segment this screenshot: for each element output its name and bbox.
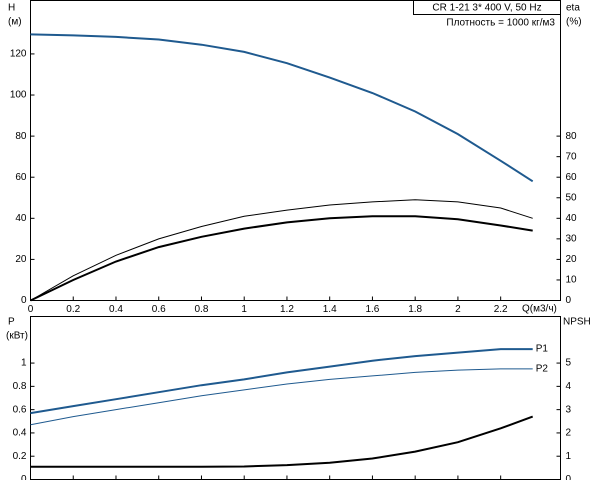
y2-unit: (%) <box>566 17 582 28</box>
series-label: P2 <box>536 364 549 375</box>
y-unit: (м) <box>8 17 22 28</box>
x-tick-label: 1.2 <box>280 304 294 315</box>
y-tick-label: 1 <box>21 358 27 369</box>
curve <box>30 415 534 468</box>
info-box <box>413 0 561 15</box>
y-tick-label: 0 <box>21 474 27 480</box>
y2-tick-label: 20 <box>566 254 578 265</box>
x-tick-label: 0.6 <box>152 304 166 315</box>
y2-tick-label: 0 <box>566 295 572 306</box>
y2-tick-label: 5 <box>566 358 572 369</box>
y-tick-label: 0.4 <box>13 428 27 439</box>
x-tick-label: 1.8 <box>408 304 422 315</box>
y2-tick-label: 70 <box>566 151 578 162</box>
y-tick-label: 20 <box>15 254 27 265</box>
x-tick-label: 0.8 <box>195 304 209 315</box>
y2-label: NPSH <box>563 317 591 328</box>
chart-title: CR 1-21 3* 400 V, 50 Hz <box>432 3 541 14</box>
y2-tick-label: 0 <box>566 474 572 480</box>
y-unit: (кВт) <box>6 331 28 342</box>
series-label: P1 <box>536 344 549 355</box>
x-tick-label: 1 <box>241 304 247 315</box>
y-label: H <box>8 3 15 14</box>
y2-tick-label: 80 <box>566 131 578 142</box>
x-label: Q(м3/ч) <box>522 304 557 315</box>
x-tick-label: 0 <box>28 304 34 315</box>
y-tick-label: 120 <box>10 49 27 60</box>
y2-tick-label: 2 <box>566 428 572 439</box>
x-tick-label: 1.4 <box>323 304 337 315</box>
y-tick-label: 0.8 <box>13 381 27 392</box>
x-tick-label: 1.6 <box>365 304 379 315</box>
y-tick-label: 80 <box>15 131 27 142</box>
y-tick-label: 60 <box>15 172 27 183</box>
y-tick-label: 0 <box>21 295 27 306</box>
y-tick-label: 40 <box>15 213 27 224</box>
y2-tick-label: 10 <box>566 275 578 286</box>
y2-tick-label: 4 <box>566 381 572 392</box>
x-tick-label: 0.2 <box>66 304 80 315</box>
subtitle: Плотность = 1000 кг/м3 <box>446 18 555 29</box>
y2-tick-label: 1 <box>566 451 572 462</box>
curve <box>30 199 533 301</box>
y-tick-label: 0.6 <box>13 404 27 415</box>
curve <box>30 348 533 415</box>
top-frame <box>30 0 561 301</box>
y2-tick-label: 60 <box>566 172 578 183</box>
y2-tick-label: 50 <box>566 192 578 203</box>
curve <box>30 368 533 426</box>
y-tick-label: 0.2 <box>13 451 27 462</box>
y-tick-label: 100 <box>10 90 27 101</box>
x-tick-label: 0.4 <box>109 304 123 315</box>
y2-tick-label: 3 <box>566 404 572 415</box>
curve <box>30 33 534 183</box>
curve <box>30 215 533 302</box>
x-tick-label: 2.2 <box>494 304 508 315</box>
y2-label: eta <box>566 3 580 14</box>
y-label: P <box>8 317 15 328</box>
y2-tick-label: 40 <box>566 213 578 224</box>
bottom-frame <box>30 316 561 480</box>
x-tick-label: 2 <box>455 304 461 315</box>
y2-tick-label: 30 <box>566 233 578 244</box>
